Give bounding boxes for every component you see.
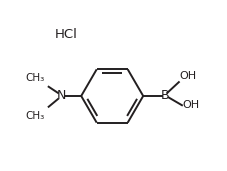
Text: HCl: HCl	[54, 28, 77, 41]
Text: B: B	[160, 89, 168, 102]
Text: OH: OH	[179, 71, 196, 81]
Text: CH₃: CH₃	[25, 73, 44, 83]
Text: CH₃: CH₃	[25, 111, 44, 121]
Text: N: N	[56, 89, 65, 102]
Text: OH: OH	[182, 100, 199, 110]
